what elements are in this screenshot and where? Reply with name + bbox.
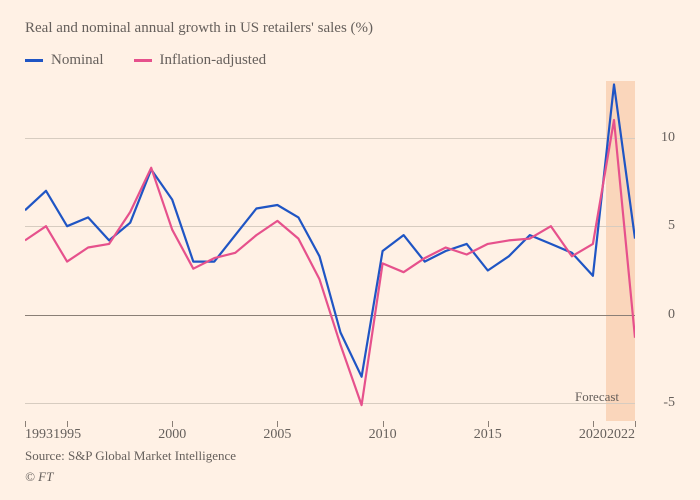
source-line: Source: S&P Global Market Intelligence bbox=[25, 446, 236, 467]
x-axis-label: 1993 bbox=[25, 427, 53, 443]
y-axis-label: -5 bbox=[663, 395, 675, 411]
x-axis-label: 2015 bbox=[474, 427, 502, 443]
legend-swatch-nominal bbox=[25, 59, 43, 62]
x-axis-label: 2022 bbox=[607, 427, 635, 443]
legend-label-inflation: Inflation-adjusted bbox=[160, 52, 267, 69]
line-chart-svg bbox=[25, 81, 635, 421]
chart-plot: -5051019931995200020052010201520202022Fo… bbox=[25, 81, 675, 421]
series-inflation_adjusted bbox=[25, 120, 635, 405]
legend-swatch-inflation bbox=[134, 59, 152, 62]
x-axis-label: 2010 bbox=[369, 427, 397, 443]
y-axis-label: 5 bbox=[668, 218, 675, 234]
legend-item-inflation: Inflation-adjusted bbox=[134, 52, 267, 69]
copyright-line: © FT bbox=[25, 467, 236, 488]
x-tick bbox=[635, 421, 636, 427]
chart-footer: Source: S&P Global Market Intelligence ©… bbox=[25, 446, 236, 488]
x-axis-label: 1995 bbox=[53, 427, 81, 443]
y-axis-label: 0 bbox=[668, 307, 675, 323]
legend: Nominal Inflation-adjusted bbox=[25, 52, 675, 69]
forecast-label: Forecast bbox=[575, 389, 619, 405]
y-axis-label: 10 bbox=[661, 130, 675, 146]
chart-subtitle: Real and nominal annual growth in US ret… bbox=[25, 20, 675, 37]
legend-item-nominal: Nominal bbox=[25, 52, 104, 69]
legend-label-nominal: Nominal bbox=[51, 52, 104, 69]
x-axis-label: 2005 bbox=[263, 427, 291, 443]
x-axis-label: 2000 bbox=[158, 427, 186, 443]
x-axis-label: 2020 bbox=[579, 427, 607, 443]
